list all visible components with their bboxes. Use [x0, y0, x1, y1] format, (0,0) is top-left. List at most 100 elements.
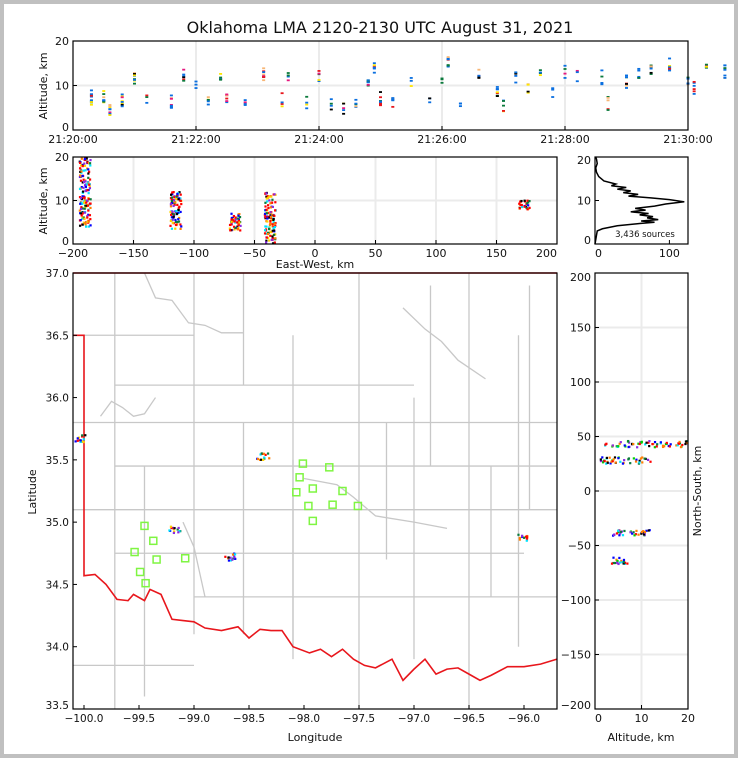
source-mark [82, 178, 85, 181]
source-mark [622, 558, 626, 562]
source-mark [174, 198, 178, 201]
source-mark [264, 216, 267, 219]
source-mark [268, 195, 271, 198]
source-mark [523, 536, 526, 539]
source-mark [266, 200, 269, 203]
y-tick-label: 20 [55, 151, 69, 164]
source-mark [518, 538, 521, 541]
source-mark [668, 57, 672, 60]
y-tick-label: 37.0 [46, 268, 69, 280]
source-mark [613, 561, 617, 565]
source-mark [495, 91, 499, 94]
source-mark [372, 71, 376, 74]
source-mark [616, 561, 619, 564]
source-mark [243, 102, 247, 105]
source-mark [274, 209, 277, 212]
source-mark [525, 539, 528, 542]
source-mark [342, 102, 346, 105]
source-mark [169, 94, 173, 97]
source-mark [172, 531, 175, 535]
source-mark [525, 206, 528, 210]
source-mark [232, 557, 235, 560]
x-tick-label: −96.0 [508, 713, 540, 725]
source-mark [172, 199, 176, 202]
source-mark [230, 216, 233, 220]
source-mark [608, 456, 611, 459]
source-mark [648, 444, 651, 448]
source-mark [618, 442, 621, 445]
source-mark [83, 164, 87, 167]
source-mark [86, 216, 89, 219]
source-mark [391, 97, 395, 99]
source-mark [89, 94, 93, 97]
source-mark [646, 458, 650, 461]
source-mark [171, 210, 174, 213]
source-mark [178, 530, 181, 533]
source-mark [88, 178, 92, 181]
source-mark [495, 86, 499, 88]
source-mark [120, 102, 124, 105]
time-height-ylabel: Altitude, km [37, 52, 50, 119]
y-tick-label: 50 [577, 431, 591, 444]
source-mark [87, 172, 90, 175]
source-mark [179, 210, 182, 214]
source-mark [81, 216, 84, 219]
x-tick-label: −97.0 [398, 713, 430, 725]
source-mark [87, 197, 90, 201]
source-mark [366, 83, 370, 86]
source-mark [120, 101, 124, 103]
source-mark [634, 533, 637, 536]
source-mark [266, 232, 270, 236]
source-mark [182, 76, 186, 79]
source-mark [79, 197, 83, 200]
source-mark [458, 105, 462, 108]
source-mark [637, 533, 640, 536]
source-mark [514, 72, 518, 75]
source-mark [636, 446, 639, 449]
source-mark [668, 67, 672, 70]
source-mark [86, 188, 89, 192]
source-mark [477, 68, 481, 71]
source-mark [563, 72, 567, 75]
x-tick-label: −99.5 [123, 713, 155, 725]
source-mark [668, 445, 671, 448]
source-mark [317, 79, 321, 81]
source-mark [108, 106, 112, 109]
source-mark [79, 440, 82, 444]
source-mark [645, 529, 648, 532]
source-mark [317, 80, 321, 83]
source-mark [83, 197, 86, 200]
source-mark [618, 561, 622, 564]
source-mark [84, 189, 87, 192]
source-mark [269, 222, 272, 225]
map-frame [72, 272, 558, 710]
source-mark [446, 58, 450, 61]
source-mark [271, 198, 274, 201]
source-mark [618, 534, 621, 537]
source-mark [173, 201, 176, 204]
altitude-histogram-panel: 0 100 0 10 20 3,436 sources [577, 154, 689, 260]
source-mark [87, 225, 90, 228]
source-mark [89, 206, 92, 210]
source-mark [177, 208, 180, 211]
source-mark [614, 461, 617, 464]
source-mark [176, 192, 179, 196]
source-mark [82, 181, 86, 184]
source-mark [440, 77, 444, 80]
source-mark [637, 69, 641, 72]
source-mark [272, 217, 275, 221]
source-mark [233, 553, 237, 556]
source-mark [233, 220, 236, 223]
source-mark [269, 214, 272, 217]
source-mark [177, 220, 181, 223]
source-mark [620, 559, 623, 563]
source-mark [611, 460, 614, 463]
source-mark [237, 214, 240, 217]
source-mark [81, 195, 84, 198]
source-mark [243, 101, 247, 104]
source-mark [173, 530, 176, 533]
source-mark [206, 103, 210, 106]
source-mark [635, 529, 638, 532]
source-mark [675, 444, 678, 447]
source-mark [234, 226, 237, 230]
